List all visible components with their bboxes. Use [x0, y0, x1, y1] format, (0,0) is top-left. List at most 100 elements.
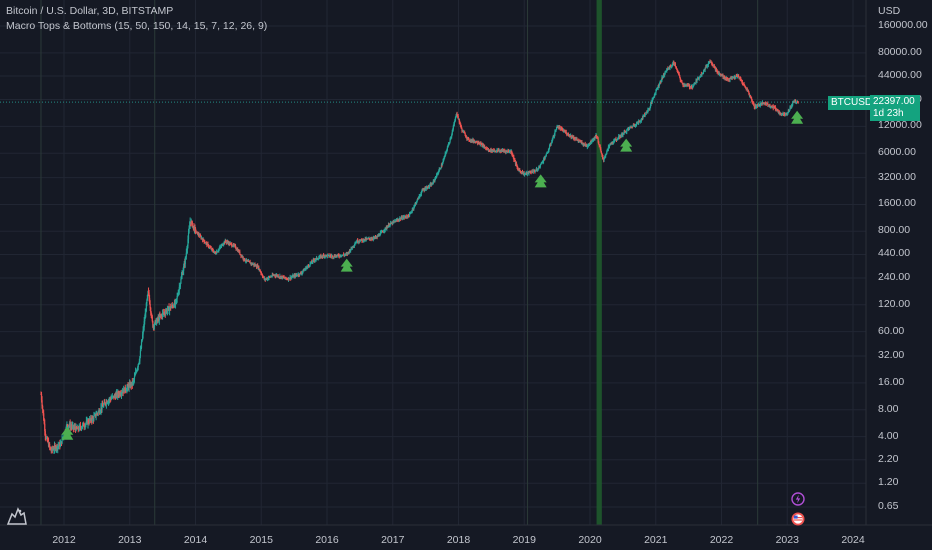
candle-body	[531, 171, 533, 173]
candle-body	[748, 91, 750, 95]
candle-body	[109, 398, 111, 400]
candle-body	[140, 341, 143, 348]
candle-body	[605, 154, 607, 156]
candle-body	[140, 347, 142, 351]
candle-body	[446, 147, 448, 151]
candle-body	[425, 189, 427, 191]
candle-body	[501, 151, 503, 153]
candle-body	[105, 404, 107, 406]
candle-body	[278, 276, 280, 278]
candle-body	[444, 153, 446, 157]
bar-countdown: 1d 23h	[873, 108, 904, 119]
candle-body	[312, 260, 314, 263]
candle-body	[42, 405, 44, 410]
candle-body	[438, 169, 440, 172]
candle-body	[181, 274, 183, 277]
currency-label[interactable]: USD	[878, 5, 901, 17]
candle-body	[203, 240, 205, 243]
price-tick-label: 8.00	[878, 402, 899, 415]
candle-body	[725, 79, 727, 81]
candle-body	[715, 68, 718, 70]
candle-body	[689, 87, 692, 89]
candle-body	[746, 88, 748, 92]
candle-body	[769, 105, 771, 107]
candle-body	[411, 211, 413, 213]
symbol-tag: BTCUSD	[828, 96, 876, 110]
candle-body	[603, 158, 605, 160]
candle-body	[97, 413, 99, 415]
symbol-title[interactable]: Bitcoin / U.S. Dollar, 3D, BITSTAMP	[6, 5, 174, 17]
tradingview-logo-icon[interactable]	[6, 506, 28, 531]
candle-body	[782, 112, 785, 115]
candle-body	[55, 448, 57, 450]
candle-body	[601, 155, 604, 157]
bottom-signal-arrow	[340, 258, 353, 272]
candle-body	[751, 99, 753, 103]
candle-body	[283, 277, 285, 279]
candle-body	[69, 423, 71, 428]
candle-body	[176, 298, 178, 300]
candle-body	[744, 85, 746, 88]
candle-body	[347, 252, 349, 254]
candle-body	[606, 151, 608, 154]
candle-body	[699, 76, 701, 78]
price-tick-label: 240.00	[878, 270, 911, 283]
price-tick-label: 44000.00	[878, 69, 922, 82]
candle-body	[259, 269, 261, 271]
candle-body	[559, 127, 561, 129]
candle-body	[620, 136, 622, 138]
candle-body	[675, 67, 678, 69]
candle-body	[359, 241, 361, 243]
candle-body	[435, 174, 438, 178]
candle-body	[101, 404, 104, 407]
candle-body	[318, 258, 320, 260]
candle-body	[740, 79, 742, 81]
candle-body	[664, 73, 666, 76]
candle-body	[79, 426, 82, 428]
candle-body	[232, 246, 234, 248]
candle-body	[156, 320, 158, 324]
candle-body	[617, 138, 619, 140]
candle-body	[734, 76, 737, 78]
candle-body	[507, 151, 510, 153]
candle-body	[72, 424, 75, 428]
candle-body	[144, 312, 146, 319]
candle-body	[514, 159, 516, 161]
candle-body	[608, 146, 610, 148]
candle-body	[207, 243, 209, 245]
candle-body	[189, 225, 191, 229]
candle-body	[357, 240, 359, 243]
candle-body	[792, 102, 794, 105]
candle-body	[304, 268, 306, 270]
candle-body	[437, 172, 439, 175]
candle-body	[523, 172, 525, 175]
candle-body	[698, 77, 700, 79]
candle-body	[126, 387, 128, 391]
candle-body	[587, 145, 589, 147]
candle-body	[602, 159, 605, 161]
candle-body	[198, 233, 200, 236]
candle-body	[99, 412, 101, 414]
candle-body	[588, 144, 590, 146]
signal-band	[596, 0, 602, 525]
candle-body	[791, 104, 793, 106]
indicator-title[interactable]: Macro Tops & Bottoms (15, 50, 150, 14, 1…	[6, 20, 268, 32]
candle-body	[404, 217, 406, 219]
candle-body	[143, 327, 145, 330]
candle-body	[465, 135, 467, 137]
candle-body	[646, 112, 648, 114]
lightning-icon[interactable]	[791, 492, 805, 511]
candle-body	[596, 136, 598, 138]
candle-body	[351, 247, 353, 249]
candle-body	[306, 266, 309, 268]
candle-body	[308, 265, 311, 267]
us-flag-icon[interactable]	[791, 512, 805, 531]
candle-body	[407, 214, 410, 216]
candle-body	[107, 402, 109, 404]
candle-body	[655, 89, 657, 93]
candle-body	[387, 226, 389, 228]
candle-body	[604, 155, 606, 158]
time-tick-label: 2021	[644, 534, 668, 546]
